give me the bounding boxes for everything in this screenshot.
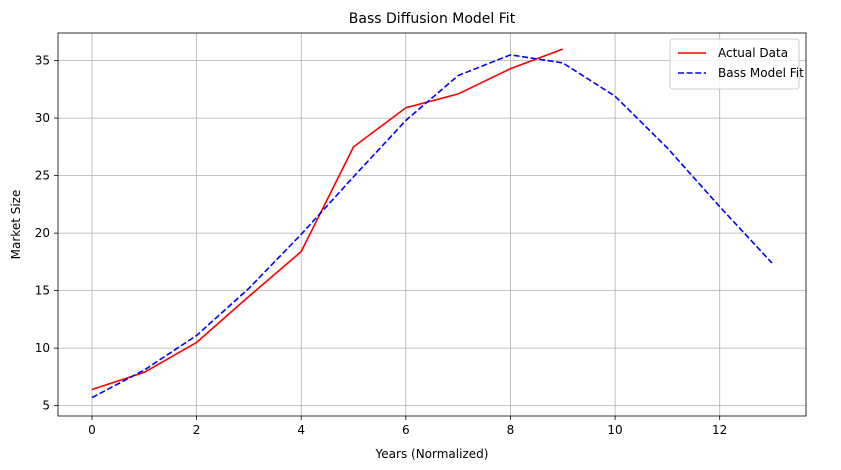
legend-label: Bass Model Fit <box>718 66 804 80</box>
series-layer <box>91 48 773 399</box>
chart-title: Bass Diffusion Model Fit <box>349 11 516 27</box>
y-axis-label: Market Size <box>9 190 23 260</box>
y-tick-label: 35 <box>35 54 50 68</box>
y-tick-label: 10 <box>35 341 50 355</box>
y-tick-label: 20 <box>35 226 50 240</box>
x-tick-label: 12 <box>712 423 727 437</box>
grid <box>58 33 806 416</box>
legend: Actual Data Bass Model Fit <box>669 38 804 90</box>
plot-frame <box>57 32 807 417</box>
x-tick-label: 10 <box>607 423 622 437</box>
x-tick-label: 8 <box>507 423 515 437</box>
y-tick-label: 25 <box>35 169 50 183</box>
legend-label: Actual Data <box>718 46 788 60</box>
x-tick-label: 2 <box>193 423 201 437</box>
y-tick-label: 5 <box>42 399 50 413</box>
legend-box <box>669 38 800 90</box>
y-tick-label: 30 <box>35 111 50 125</box>
x-tick-label: 6 <box>402 423 410 437</box>
y-tick-label: 15 <box>35 284 50 298</box>
ticks: 0 2 4 6 8 10 12 5 10 15 20 25 30 35 <box>35 54 728 437</box>
series-line-bass-model-fit <box>91 54 773 399</box>
x-axis-label: Years (Normalized) <box>375 447 489 461</box>
x-tick-label: 4 <box>297 423 305 437</box>
x-tick-label: 0 <box>88 423 96 437</box>
series-line-actual-data <box>91 48 564 391</box>
